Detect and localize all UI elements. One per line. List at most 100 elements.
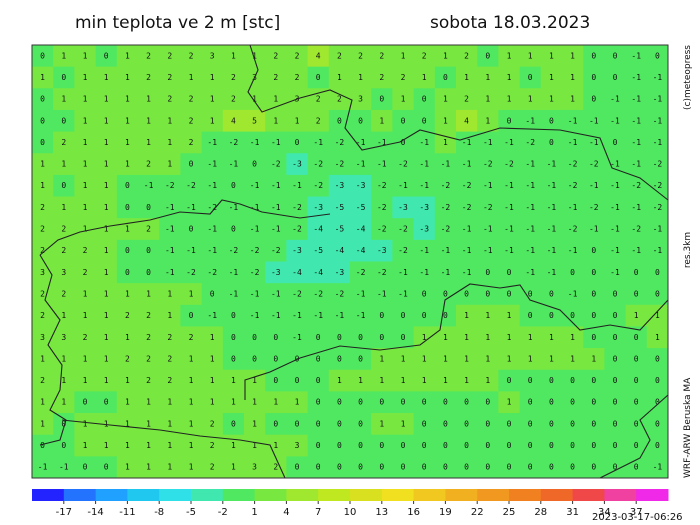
- temperature-cell: [53, 283, 75, 306]
- temperature-cell: [53, 413, 75, 436]
- temperature-value: 1: [125, 116, 130, 125]
- temperature-value: -1: [356, 138, 366, 147]
- temperature-cell: [138, 66, 160, 89]
- temperature-value: -3: [419, 225, 429, 234]
- temperature-value: 0: [443, 398, 448, 407]
- temperature-cell: [540, 66, 563, 89]
- temperature-cell: [286, 369, 309, 392]
- temperature-value: -5: [335, 203, 345, 212]
- temperature-cell: [74, 66, 97, 89]
- temperature-value: 0: [613, 463, 618, 472]
- temperature-value: 1: [189, 376, 194, 385]
- temperature-cell: [434, 174, 457, 198]
- colorbar-segment: [604, 489, 637, 501]
- temperature-value: 0: [316, 354, 321, 363]
- temperature-value: 0: [549, 398, 554, 407]
- temperature-value: 1: [443, 95, 448, 104]
- temperature-value: 0: [549, 419, 554, 428]
- temperature-value: 0: [337, 419, 342, 428]
- temperature-cell: [95, 88, 118, 111]
- temperature-cell: [265, 239, 287, 262]
- temperature-cell: [53, 456, 75, 479]
- country-border: [61, 419, 286, 479]
- temperature-value: 4: [231, 116, 236, 125]
- temperature-value: -2: [398, 246, 408, 255]
- temperature-cell: [116, 413, 139, 436]
- temperature-value: -2: [653, 181, 663, 190]
- temperature-cell: [392, 196, 415, 219]
- temperature-cell: [116, 326, 139, 349]
- temperature-cell: [53, 153, 75, 176]
- temperature-cell: [604, 88, 627, 111]
- temperature-value: 1: [189, 463, 194, 472]
- temperature-value: 0: [507, 463, 512, 472]
- temperature-cell: [180, 369, 203, 392]
- temperature-cell: [286, 45, 309, 68]
- temperature-cell: [328, 391, 351, 414]
- temperature-value: 0: [146, 268, 151, 277]
- temperature-cell: [95, 131, 118, 154]
- temperature-value: 1: [83, 419, 88, 428]
- temperature-value: 0: [655, 398, 660, 407]
- temperature-value: 2: [379, 73, 384, 82]
- temperature-value: 1: [528, 51, 533, 60]
- borders: [39, 44, 669, 479]
- temperature-cell: [562, 45, 584, 68]
- temperature-value: 0: [358, 398, 363, 407]
- temperature-cell: [328, 456, 351, 479]
- temperature-value: -1: [229, 289, 239, 298]
- temperature-value: 1: [167, 289, 172, 298]
- temperature-cell: [350, 45, 372, 68]
- temperature-cell: [32, 239, 54, 262]
- temperature-cell: [646, 413, 669, 436]
- temperature-cell: [646, 131, 669, 154]
- temperature-value: 1: [167, 398, 172, 407]
- temperature-value: 1: [83, 441, 88, 450]
- temperature-value: 1: [337, 73, 342, 82]
- temperature-value: -1: [653, 463, 663, 472]
- temperature-cell: [328, 239, 351, 262]
- temperature-value: 1: [40, 160, 45, 169]
- temperature-cell: [413, 153, 436, 176]
- temperature-value: 0: [231, 419, 236, 428]
- temperature-value: -1: [525, 160, 535, 169]
- temperature-value: 1: [104, 441, 109, 450]
- temperature-value: 2: [40, 289, 45, 298]
- temperature-value: -2: [377, 268, 387, 277]
- colorbar-segment: [159, 489, 192, 501]
- temperature-cell: [32, 174, 54, 198]
- temperature-cell: [371, 218, 393, 241]
- temperature-value: -1: [589, 116, 599, 125]
- temperature-value: 0: [570, 398, 575, 407]
- colorbar-segment: [381, 489, 415, 501]
- temperature-value: 0: [231, 181, 236, 190]
- temperature-value: 1: [401, 95, 406, 104]
- temperature-cell: [392, 326, 415, 349]
- temperature-cell: [477, 413, 499, 436]
- temperature-value: 1: [464, 333, 469, 342]
- temperature-cell: [519, 391, 542, 414]
- temperature-cell: [646, 391, 669, 414]
- temperature-cell: [456, 66, 478, 89]
- temperature-cell: [413, 348, 436, 371]
- temperature-value: 0: [358, 419, 363, 428]
- temperature-value: 3: [61, 268, 66, 277]
- temperature-value: -2: [525, 138, 535, 147]
- temperature-cell: [625, 391, 648, 414]
- temperature-value: 1: [83, 51, 88, 60]
- temperature-cell: [350, 391, 372, 414]
- colorbar: -17 -14 -11 -8 -5 -2 1 4 7 10 13 16 19 22 25 28 31 34 37: [32, 489, 669, 518]
- temperature-value: 1: [167, 441, 172, 450]
- temperature-value: -2: [335, 160, 345, 169]
- temperature-value: 0: [252, 160, 257, 169]
- temperature-value: -3: [419, 203, 429, 212]
- country-border: [599, 394, 669, 479]
- temperature-cell: [456, 369, 478, 392]
- temperature-cell: [583, 88, 605, 111]
- temperature-value: -2: [398, 160, 408, 169]
- colorbar-tick-label: -5: [186, 507, 196, 518]
- temperature-value: -1: [207, 246, 217, 255]
- temperature-cell: [498, 391, 521, 414]
- temperature-value: 0: [528, 441, 533, 450]
- temperature-cell: [201, 348, 224, 371]
